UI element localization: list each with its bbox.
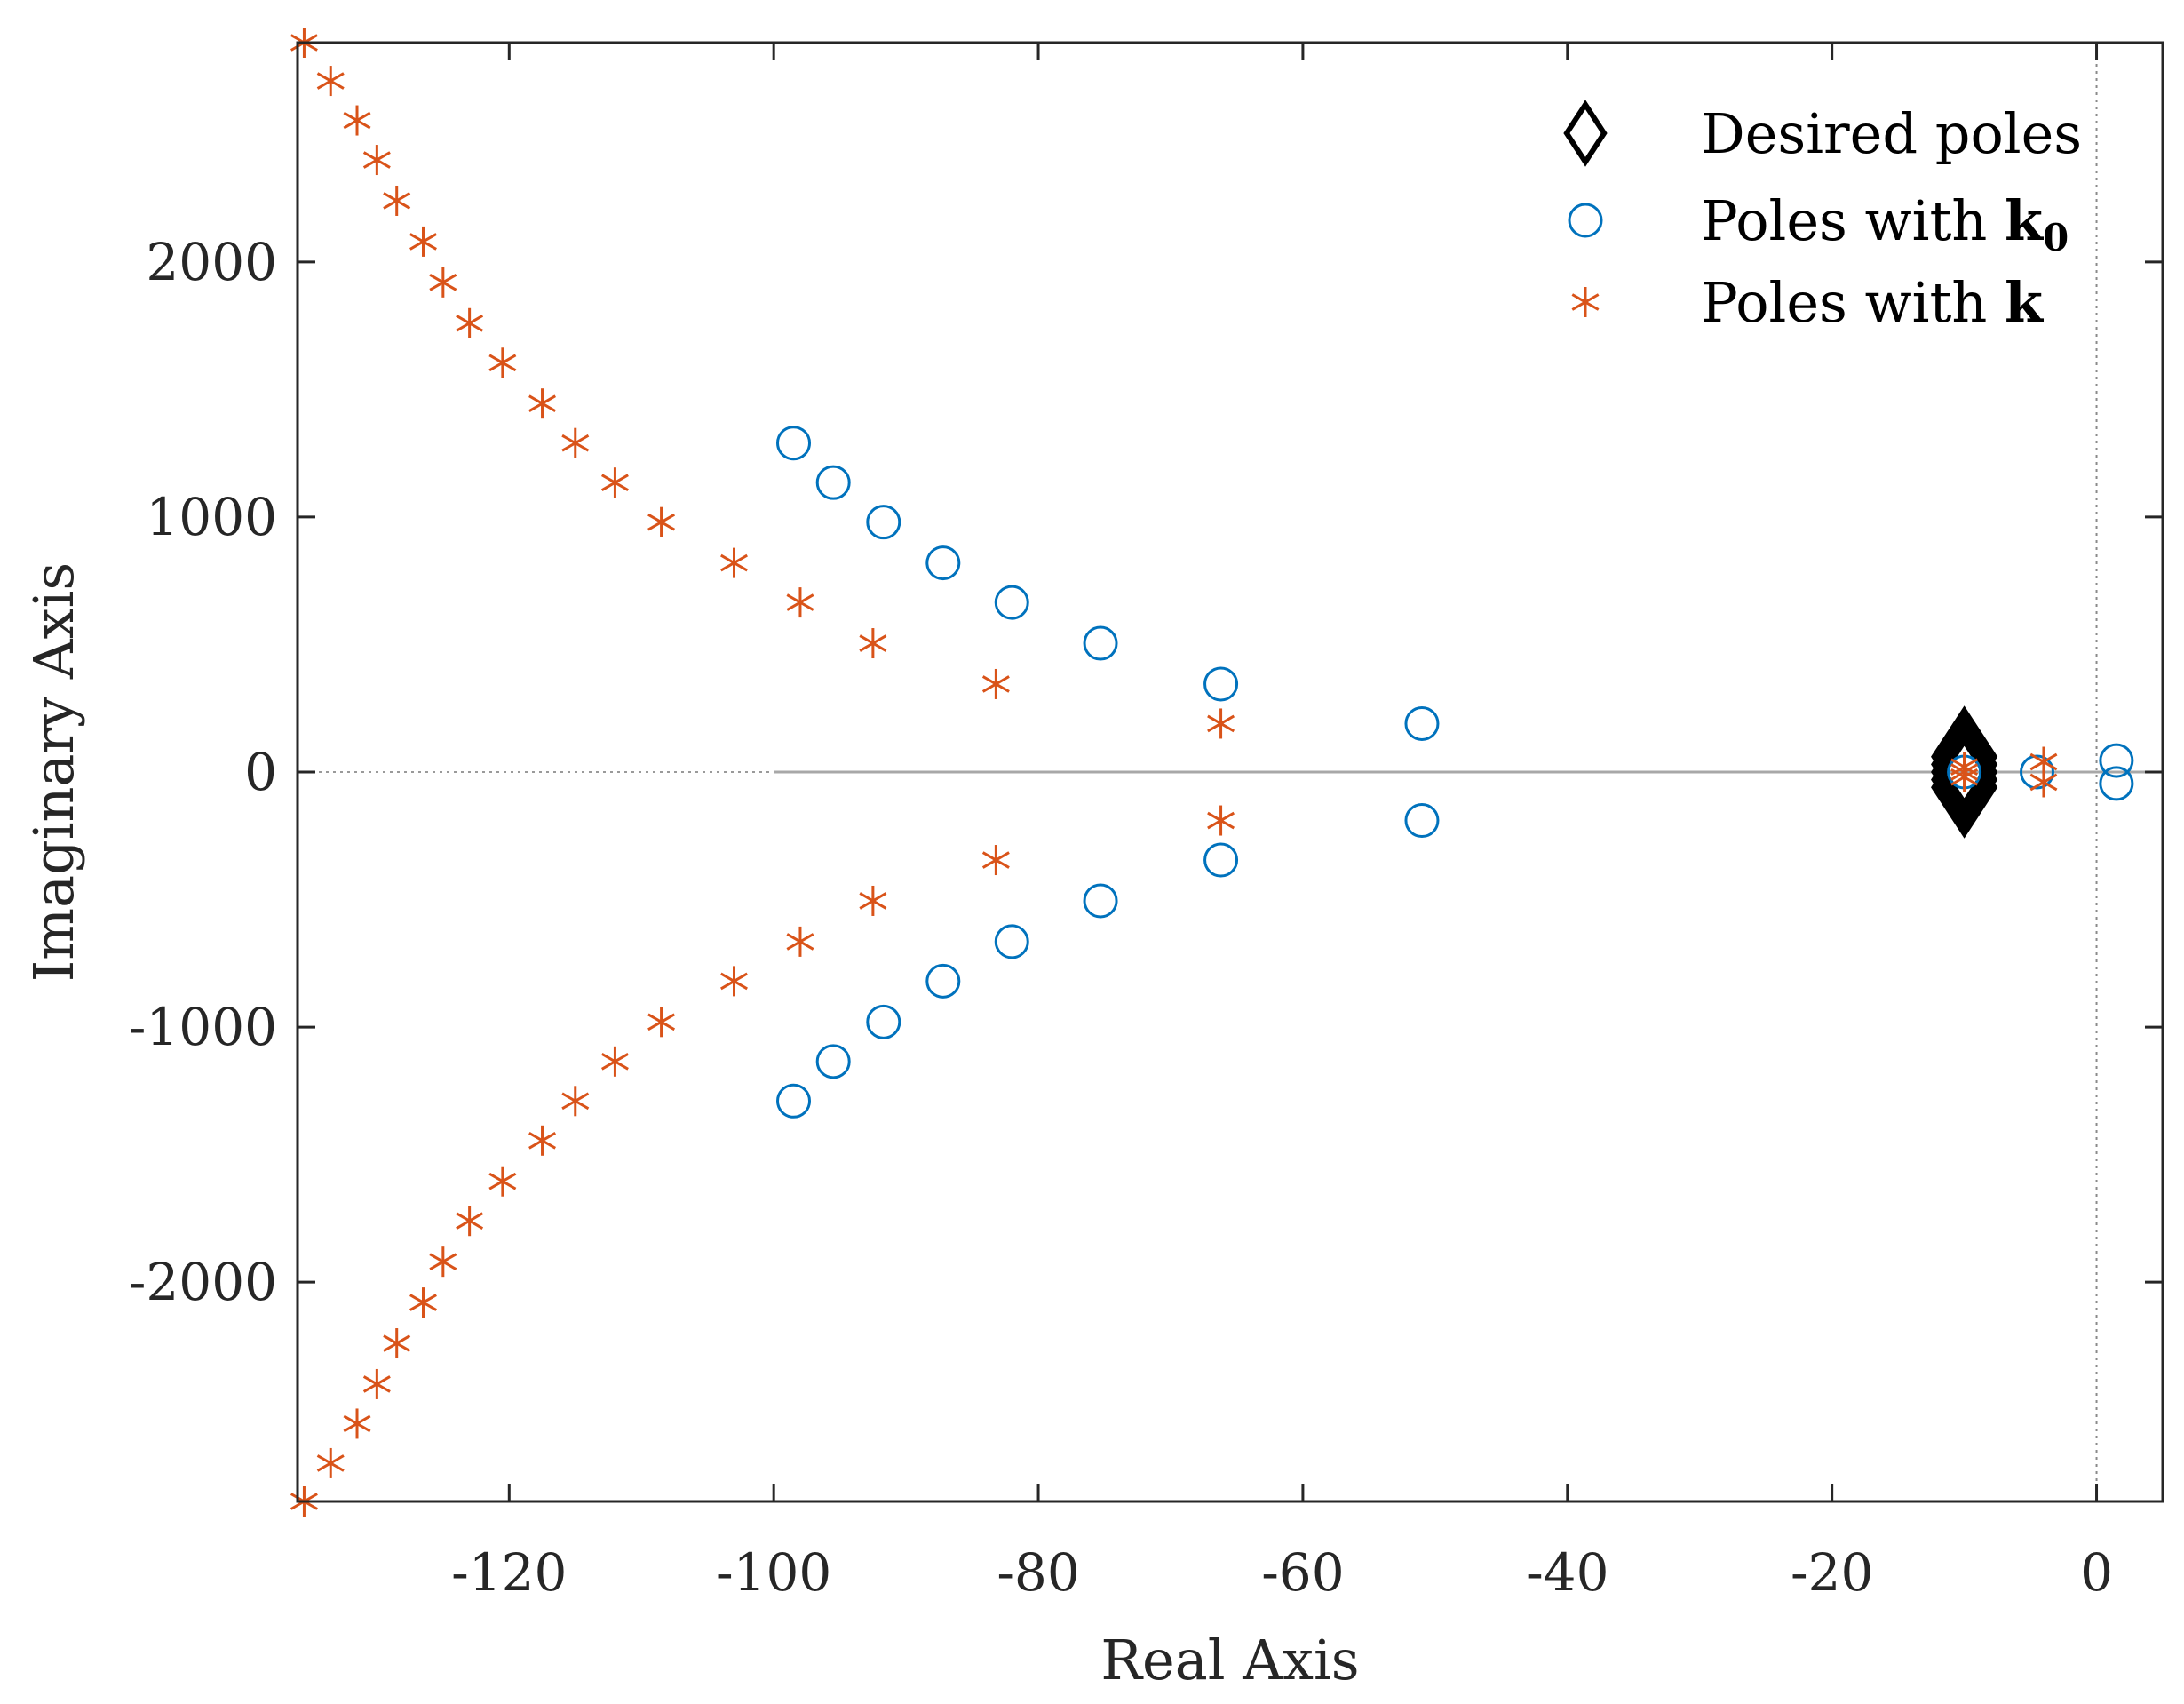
x-tick-label: 0 — [2080, 1542, 2113, 1603]
series-asterisk — [290, 28, 2058, 1517]
x-tick-label: -120 — [451, 1542, 567, 1603]
pole-k-marker — [429, 267, 457, 298]
pole-k0-marker — [2099, 766, 2134, 801]
x-ticks: -120 -100 -80 -60 -40 -20 0 — [451, 43, 2113, 1603]
pole-k-marker — [488, 1166, 517, 1197]
pole-k0-marker — [1083, 625, 1118, 661]
pole-k-marker — [456, 1206, 484, 1237]
pole-k0-marker — [776, 426, 812, 461]
pole-k-marker — [343, 105, 371, 136]
pole-k0-marker — [1203, 842, 1239, 878]
x-tick-label: -100 — [716, 1542, 831, 1603]
legend-label: Poles with k — [1701, 270, 2045, 335]
legend-entry: Desired poles — [1563, 100, 2082, 167]
pole-k0-marker — [866, 1004, 901, 1039]
pole-k-marker — [981, 845, 1010, 876]
pole-k-marker — [409, 1287, 437, 1318]
pole-k-marker — [316, 66, 345, 97]
pole-k-marker — [383, 185, 411, 216]
pole-k-marker — [647, 1007, 676, 1038]
pole-k0-marker — [1404, 803, 1440, 839]
pole-k-marker — [362, 1368, 391, 1399]
pole-k0-marker — [2099, 743, 2134, 778]
pole-k-marker — [647, 506, 676, 537]
y-tick-label: 2000 — [146, 232, 277, 292]
x-tick-label: -80 — [997, 1542, 1079, 1603]
pole-k0-marker — [994, 924, 1029, 959]
pole-k0-marker — [776, 1083, 812, 1119]
pole-k0-marker — [815, 465, 851, 500]
legend-label: Poles with k0 — [1701, 188, 2069, 259]
x-axis-label: Real Axis — [1100, 1628, 1359, 1692]
x-tick-label: -60 — [1261, 1542, 1344, 1603]
pole-k-marker — [362, 145, 391, 176]
desired-pole-marker — [1931, 705, 1998, 808]
pole-k-marker — [561, 1086, 590, 1117]
pole-k-marker — [561, 427, 590, 458]
pole-k-marker — [429, 1246, 457, 1278]
pole-k-marker — [1950, 761, 1979, 792]
pole-k-marker — [316, 1447, 345, 1478]
y-tick-label: 1000 — [146, 487, 277, 547]
pole-k0-marker — [866, 505, 901, 540]
legend-label: Desired poles — [1701, 101, 2082, 166]
legend-symbol-diamond — [1563, 100, 1608, 167]
pole-k-marker — [528, 1125, 557, 1156]
desired-pole-marker — [1931, 736, 1998, 839]
pole-k-marker — [786, 926, 814, 957]
desired-pole-marker — [1931, 721, 1998, 824]
pole-k0-marker — [925, 545, 961, 581]
series-diamond — [1931, 705, 1998, 839]
pole-k-marker — [383, 1328, 411, 1359]
pole-k-marker — [600, 1046, 629, 1077]
desired-pole-marker — [1931, 713, 1998, 816]
y-tick-label: -1000 — [129, 997, 277, 1057]
pole-k-marker — [1207, 805, 1235, 836]
pole-k-marker — [600, 467, 629, 498]
pole-k-marker — [528, 388, 557, 419]
legend-symbol-circle — [1568, 203, 1603, 238]
pole-k0-marker — [2020, 754, 2055, 790]
pole-k-marker — [720, 547, 748, 578]
y-axis-label: Imaginary Axis — [21, 562, 86, 982]
x-tick-label: -20 — [1791, 1542, 1873, 1603]
legend-entry: Poles with k — [1571, 270, 2045, 335]
pole-k-marker — [720, 966, 748, 997]
legend: Desired poles Poles with k0 Poles with k — [1563, 100, 2082, 335]
y-ticks: -2000 -1000 0 1000 2000 — [129, 232, 2163, 1312]
pole-k-marker — [1207, 708, 1235, 739]
pole-k-marker — [786, 587, 814, 618]
legend-symbol-asterisk — [1571, 287, 1600, 317]
pole-k-marker — [488, 347, 517, 378]
pole-k0-marker — [815, 1044, 851, 1079]
desired-pole-marker — [1931, 729, 1998, 832]
y-tick-label: 0 — [244, 742, 277, 802]
series-layer — [290, 28, 2134, 1517]
series-circle — [776, 426, 2134, 1119]
pole-k0-marker — [925, 963, 961, 999]
y-tick-label: -2000 — [129, 1252, 277, 1312]
pole-k-marker — [343, 1408, 371, 1439]
pole-k0-marker — [1203, 666, 1239, 702]
legend-entry: Poles with k0 — [1568, 188, 2069, 259]
pole-k-marker — [859, 628, 887, 659]
pole-k0-marker — [994, 585, 1029, 620]
pole-k-marker — [456, 307, 484, 338]
pole-k-marker — [981, 668, 1010, 699]
pole-k-marker — [409, 226, 437, 257]
x-tick-label: -40 — [1526, 1542, 1608, 1603]
pole-k-marker — [859, 885, 887, 916]
pole-k0-marker — [1404, 705, 1440, 741]
pole-k0-marker — [1083, 883, 1118, 919]
pole-k-marker — [2029, 767, 2058, 798]
